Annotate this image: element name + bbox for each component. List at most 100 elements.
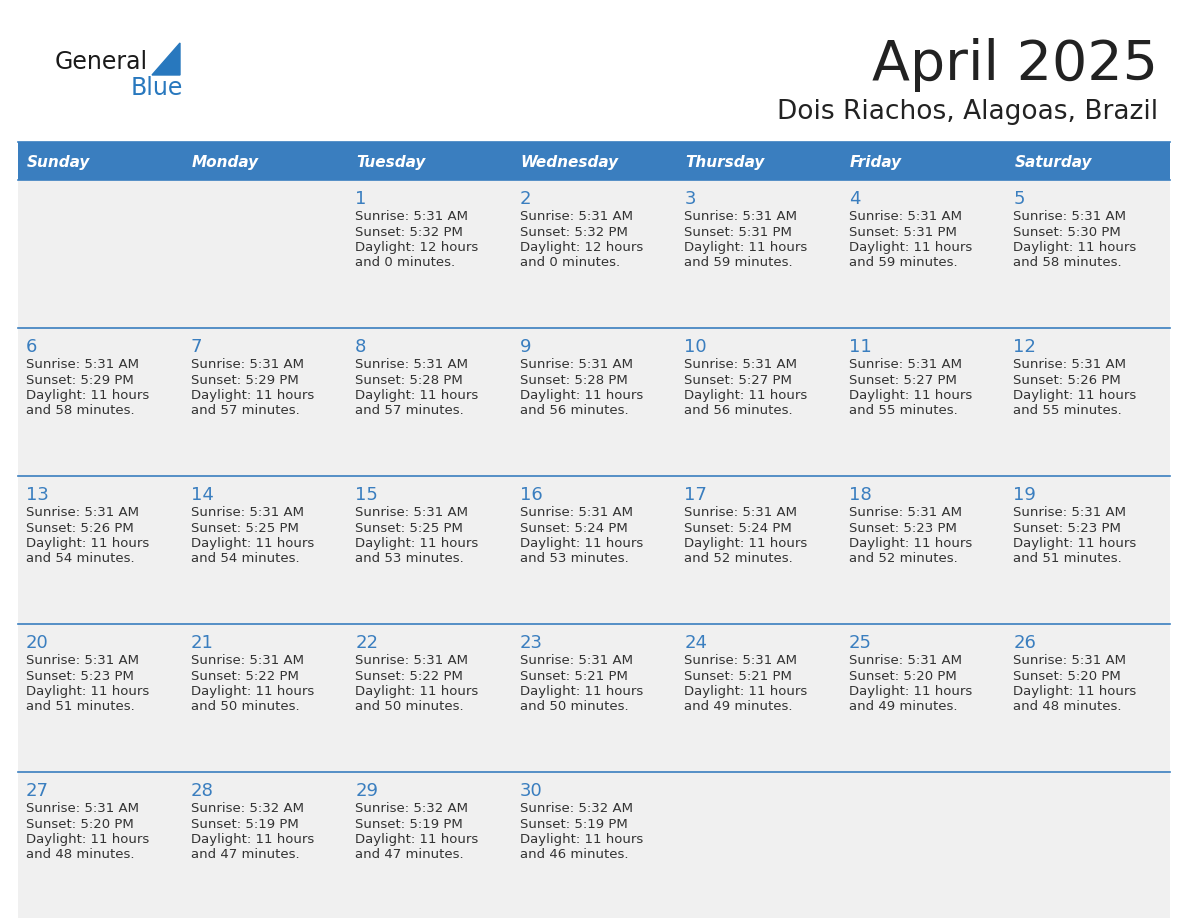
Text: Sunrise: 5:31 AM: Sunrise: 5:31 AM (519, 210, 633, 223)
Text: 22: 22 (355, 634, 378, 652)
Text: and 47 minutes.: and 47 minutes. (190, 848, 299, 861)
Text: Sunset: 5:31 PM: Sunset: 5:31 PM (849, 226, 956, 239)
Text: 8: 8 (355, 338, 367, 356)
Text: Daylight: 11 hours: Daylight: 11 hours (849, 537, 972, 550)
Text: 15: 15 (355, 486, 378, 504)
Text: 13: 13 (26, 486, 49, 504)
Text: Sunrise: 5:31 AM: Sunrise: 5:31 AM (684, 210, 797, 223)
Text: and 51 minutes.: and 51 minutes. (26, 700, 134, 713)
Text: 23: 23 (519, 634, 543, 652)
Text: 25: 25 (849, 634, 872, 652)
Bar (512, 772, 676, 918)
Text: 5: 5 (1013, 190, 1025, 208)
Text: 14: 14 (190, 486, 214, 504)
Text: Sunset: 5:24 PM: Sunset: 5:24 PM (519, 521, 627, 534)
Text: Sunrise: 5:31 AM: Sunrise: 5:31 AM (190, 358, 304, 371)
Text: Sunrise: 5:31 AM: Sunrise: 5:31 AM (355, 654, 468, 667)
Text: 20: 20 (26, 634, 49, 652)
Text: Sunrise: 5:31 AM: Sunrise: 5:31 AM (355, 210, 468, 223)
Text: 10: 10 (684, 338, 707, 356)
Text: Sunset: 5:23 PM: Sunset: 5:23 PM (849, 521, 956, 534)
Text: Sunset: 5:27 PM: Sunset: 5:27 PM (849, 374, 956, 386)
Text: Daylight: 11 hours: Daylight: 11 hours (355, 685, 479, 698)
Text: Tuesday: Tuesday (356, 154, 425, 170)
Text: Sunrise: 5:31 AM: Sunrise: 5:31 AM (355, 506, 468, 519)
Text: and 54 minutes.: and 54 minutes. (26, 553, 134, 565)
Text: Daylight: 11 hours: Daylight: 11 hours (26, 537, 150, 550)
Text: and 47 minutes.: and 47 minutes. (355, 848, 463, 861)
Text: 1: 1 (355, 190, 367, 208)
Text: Sunset: 5:28 PM: Sunset: 5:28 PM (355, 374, 463, 386)
Text: Saturday: Saturday (1015, 154, 1092, 170)
Text: and 54 minutes.: and 54 minutes. (190, 553, 299, 565)
Bar (183, 328, 347, 476)
Text: and 52 minutes.: and 52 minutes. (849, 553, 958, 565)
Text: Sunset: 5:31 PM: Sunset: 5:31 PM (684, 226, 792, 239)
Text: Sunrise: 5:31 AM: Sunrise: 5:31 AM (26, 506, 139, 519)
Text: 3: 3 (684, 190, 696, 208)
Text: Sunrise: 5:31 AM: Sunrise: 5:31 AM (519, 654, 633, 667)
Text: Sunset: 5:23 PM: Sunset: 5:23 PM (26, 669, 134, 682)
Text: Daylight: 11 hours: Daylight: 11 hours (190, 833, 314, 846)
Text: and 52 minutes.: and 52 minutes. (684, 553, 794, 565)
Text: Daylight: 11 hours: Daylight: 11 hours (355, 389, 479, 402)
Text: Sunset: 5:19 PM: Sunset: 5:19 PM (355, 818, 463, 831)
Bar (183, 772, 347, 918)
Text: Daylight: 11 hours: Daylight: 11 hours (684, 241, 808, 254)
Text: and 59 minutes.: and 59 minutes. (684, 256, 792, 270)
Text: and 55 minutes.: and 55 minutes. (1013, 405, 1123, 418)
Text: Daylight: 11 hours: Daylight: 11 hours (1013, 537, 1137, 550)
Text: Sunset: 5:21 PM: Sunset: 5:21 PM (519, 669, 627, 682)
Bar (347, 328, 512, 476)
Text: and 53 minutes.: and 53 minutes. (519, 553, 628, 565)
Text: Sunset: 5:26 PM: Sunset: 5:26 PM (1013, 374, 1121, 386)
Text: Sunrise: 5:31 AM: Sunrise: 5:31 AM (1013, 358, 1126, 371)
Bar (347, 772, 512, 918)
Text: Sunrise: 5:31 AM: Sunrise: 5:31 AM (26, 358, 139, 371)
Text: Monday: Monday (191, 154, 259, 170)
Text: Friday: Friday (849, 154, 902, 170)
Text: 24: 24 (684, 634, 707, 652)
Bar (676, 142, 841, 180)
Text: Blue: Blue (131, 76, 183, 100)
Text: Daylight: 11 hours: Daylight: 11 hours (519, 389, 643, 402)
Bar (347, 142, 512, 180)
Text: Daylight: 11 hours: Daylight: 11 hours (519, 537, 643, 550)
Text: Wednesday: Wednesday (520, 154, 619, 170)
Text: and 55 minutes.: and 55 minutes. (849, 405, 958, 418)
Text: Sunset: 5:32 PM: Sunset: 5:32 PM (355, 226, 463, 239)
Bar (1005, 772, 1170, 918)
Text: Sunrise: 5:31 AM: Sunrise: 5:31 AM (849, 210, 962, 223)
Text: Sunrise: 5:31 AM: Sunrise: 5:31 AM (684, 506, 797, 519)
Text: 30: 30 (519, 782, 543, 800)
Text: Sunset: 5:29 PM: Sunset: 5:29 PM (190, 374, 298, 386)
Text: and 51 minutes.: and 51 minutes. (1013, 553, 1123, 565)
Text: General: General (55, 50, 148, 74)
Bar (18, 142, 183, 180)
Text: Dois Riachos, Alagoas, Brazil: Dois Riachos, Alagoas, Brazil (777, 99, 1158, 125)
Text: Daylight: 11 hours: Daylight: 11 hours (355, 537, 479, 550)
Text: Sunrise: 5:31 AM: Sunrise: 5:31 AM (1013, 654, 1126, 667)
Text: Sunset: 5:20 PM: Sunset: 5:20 PM (849, 669, 956, 682)
Text: 29: 29 (355, 782, 378, 800)
Bar (1005, 180, 1170, 328)
Text: Sunset: 5:22 PM: Sunset: 5:22 PM (355, 669, 463, 682)
Text: 2: 2 (519, 190, 531, 208)
Bar (512, 328, 676, 476)
Text: 27: 27 (26, 782, 49, 800)
Text: April 2025: April 2025 (872, 38, 1158, 92)
Text: Sunrise: 5:31 AM: Sunrise: 5:31 AM (684, 358, 797, 371)
Text: Daylight: 11 hours: Daylight: 11 hours (26, 833, 150, 846)
Text: 7: 7 (190, 338, 202, 356)
Text: 16: 16 (519, 486, 543, 504)
Text: Sunset: 5:25 PM: Sunset: 5:25 PM (355, 521, 463, 534)
Bar (676, 624, 841, 772)
Bar (18, 328, 183, 476)
Text: 12: 12 (1013, 338, 1036, 356)
Bar (183, 142, 347, 180)
Text: 17: 17 (684, 486, 707, 504)
Bar (1005, 142, 1170, 180)
Text: and 57 minutes.: and 57 minutes. (355, 405, 463, 418)
Text: Daylight: 11 hours: Daylight: 11 hours (26, 389, 150, 402)
Bar (512, 180, 676, 328)
